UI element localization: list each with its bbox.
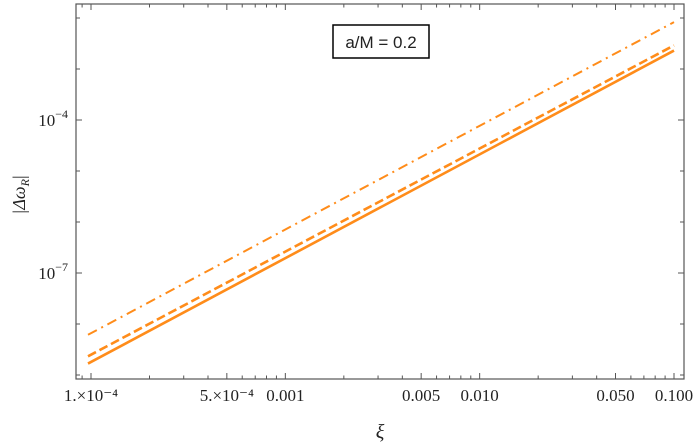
x-axis-label: ξ — [376, 421, 385, 443]
x-axis-ticks: 1.×10⁻⁴ 5.×10⁻⁴ 0.001 0.005 0.010 0.050 0.100 — [64, 4, 693, 405]
y-axis-label: |ΔωR| — [9, 175, 32, 214]
series-line-dashed — [87, 44, 675, 358]
x-tick-label: 0.010 — [461, 386, 499, 405]
x-tick-label: 0.005 — [402, 386, 440, 405]
series-line-dotdashed — [87, 21, 675, 336]
x-tick-label: 0.050 — [596, 386, 634, 405]
y-axis-label-main: |Δω — [9, 186, 29, 214]
svg-text:|ΔωR|: |ΔωR| — [9, 175, 32, 214]
plot-frame — [75, 3, 685, 380]
x-tick-label: 0.001 — [266, 386, 304, 405]
y-tick-label: 10−7 — [38, 260, 68, 283]
series-line-solid — [87, 49, 675, 365]
x-tick-label: 0.100 — [655, 386, 693, 405]
data-lines — [87, 21, 675, 365]
y-tick-label: 10−4 — [38, 107, 68, 130]
y-axis-ticks: 10−4 10−7 — [38, 17, 684, 376]
x-tick-label: 1.×10⁻⁴ — [64, 386, 118, 405]
x-tick-label: 5.×10⁻⁴ — [200, 386, 254, 405]
annotation-text: a/M = 0.2 — [345, 33, 416, 52]
y-axis-label-sub: R — [18, 178, 32, 187]
y-axis-label-end: | — [9, 175, 29, 179]
annotation-box: a/M = 0.2 — [332, 24, 430, 59]
